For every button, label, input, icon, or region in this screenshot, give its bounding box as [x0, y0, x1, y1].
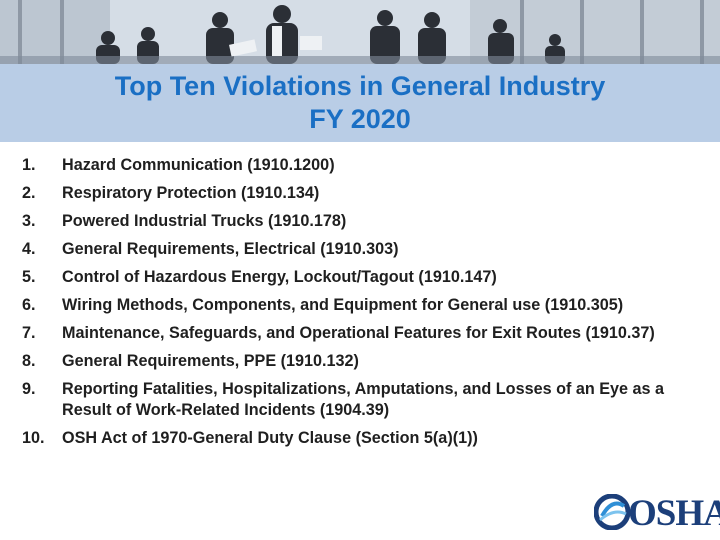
item-text: Reporting Fatalities, Hospitalizations, … [62, 380, 665, 419]
item-number: 2. [22, 184, 36, 202]
item-number: 9. [22, 380, 36, 398]
header-photo [0, 0, 720, 64]
item-number: 7. [22, 324, 36, 342]
title-line-2: FY 2020 [309, 104, 411, 134]
title-line-1: Top Ten Violations in General Industry [114, 71, 606, 101]
list-item: 8. General Requirements, PPE (1910.132) [22, 351, 692, 372]
office-meeting-photo [0, 0, 720, 64]
list-item: 7. Maintenance, Safeguards, and Operation… [22, 323, 692, 344]
item-text: Maintenance, Safeguards, and Operational… [62, 324, 655, 342]
list-item: 4. General Requirements, Electrical (1910… [22, 239, 692, 260]
logo-text: OSHA [628, 493, 720, 534]
list-item: 3. Powered Industrial Trucks (1910.178) [22, 211, 692, 232]
osha-logo: OSHA [594, 493, 720, 534]
item-text: Hazard Communication (1910.1200) [62, 156, 335, 174]
item-text: OSH Act of 1970-General Duty Clause (Sec… [62, 429, 478, 447]
item-number: 4. [22, 240, 36, 258]
item-number: 10. [22, 429, 45, 447]
page-title: Top Ten Violations in General Industry F… [0, 70, 720, 136]
list-item: 1. Hazard Communication (1910.1200) [22, 155, 692, 176]
violations-list: 1. Hazard Communication (1910.1200) 2. Res… [22, 155, 692, 456]
list-item: 9. Reporting Fatalities, Hospitalizations… [22, 379, 692, 421]
item-text: General Requirements, Electrical (1910.3… [62, 240, 399, 258]
item-number: 6. [22, 296, 36, 314]
item-text: Powered Industrial Trucks (1910.178) [62, 212, 347, 230]
title-band [0, 64, 720, 142]
item-number: 8. [22, 352, 36, 370]
item-text: Control of Hazardous Energy, Lockout/Tag… [62, 268, 497, 286]
item-text: Wiring Methods, Components, and Equipmen… [62, 296, 624, 314]
list-item: 10. OSH Act of 1970-General Duty Clause (… [22, 428, 692, 449]
item-text: Respiratory Protection (1910.134) [62, 184, 320, 202]
item-number: 3. [22, 212, 36, 230]
item-number: 1. [22, 156, 36, 174]
osha-logo-icon [594, 494, 630, 530]
list-item: 6. Wiring Methods, Components, and Equipm… [22, 295, 692, 316]
list-item: 5. Control of Hazardous Energy, Lockout/T… [22, 267, 692, 288]
list-item: 2. Respiratory Protection (1910.134) [22, 183, 692, 204]
item-text: General Requirements, PPE (1910.132) [62, 352, 359, 370]
item-number: 5. [22, 268, 36, 286]
